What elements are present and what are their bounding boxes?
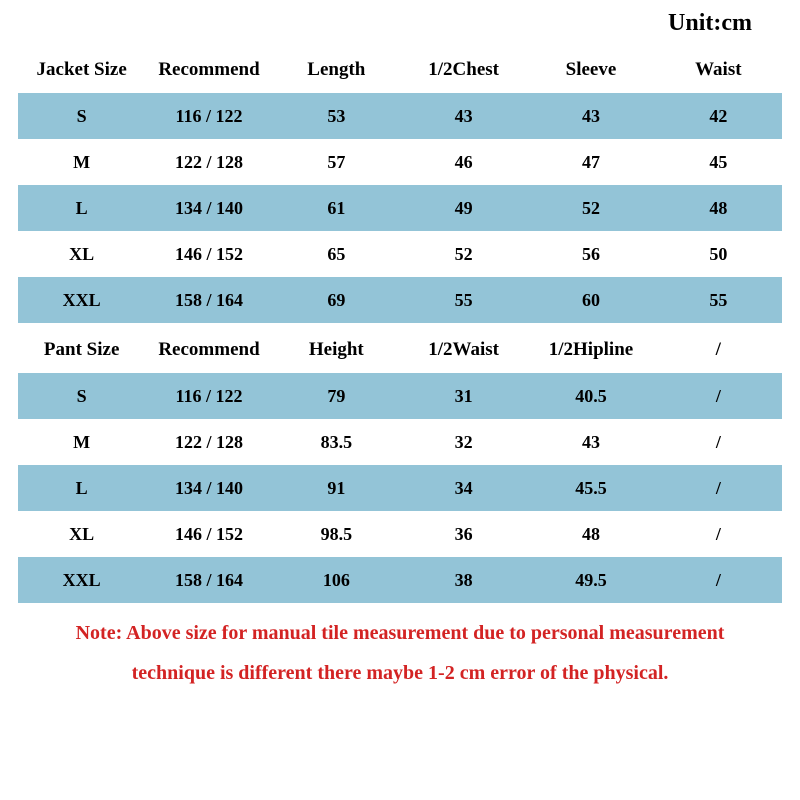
col-half-hipline: 1/2Hipline: [527, 327, 654, 373]
col-height: Height: [273, 327, 400, 373]
table-row: XL146 / 15265525650: [18, 231, 782, 277]
table-row: XXL158 / 16469556055: [18, 277, 782, 323]
size-chart-container: Unit:cm Jacket Size Recommend Length 1/2…: [0, 0, 800, 800]
table-row: S116 / 122793140.5/: [18, 373, 782, 419]
table-row: S116 / 12253434342: [18, 93, 782, 139]
table-row: M122 / 12883.53243/: [18, 419, 782, 465]
jacket-header-row: Jacket Size Recommend Length 1/2Chest Sl…: [18, 47, 782, 93]
pant-body: S116 / 122793140.5/ M122 / 12883.53243/ …: [18, 373, 782, 603]
unit-row: Unit:cm: [18, 10, 782, 47]
col-waist: Waist: [655, 47, 782, 93]
col-length: Length: [273, 47, 400, 93]
col-half-chest: 1/2Chest: [400, 47, 527, 93]
col-recommend: Recommend: [145, 327, 272, 373]
table-row: M122 / 12857464745: [18, 139, 782, 185]
table-row: L134 / 140913445.5/: [18, 465, 782, 511]
unit-label: Unit:cm: [668, 10, 752, 37]
measurement-note: Note: Above size for manual tile measure…: [18, 613, 782, 693]
jacket-body: S116 / 12253434342 M122 / 12857464745 L1…: [18, 93, 782, 323]
col-jacket-size: Jacket Size: [18, 47, 145, 93]
table-row: XL146 / 15298.53648/: [18, 511, 782, 557]
jacket-size-table: Jacket Size Recommend Length 1/2Chest Sl…: [18, 47, 782, 323]
col-sleeve: Sleeve: [527, 47, 654, 93]
table-row: L134 / 14061495248: [18, 185, 782, 231]
table-row: XXL158 / 1641063849.5/: [18, 557, 782, 603]
pant-size-table: Pant Size Recommend Height 1/2Waist 1/2H…: [18, 327, 782, 603]
col-pant-size: Pant Size: [18, 327, 145, 373]
col-empty: /: [655, 327, 782, 373]
col-recommend: Recommend: [145, 47, 272, 93]
pant-header-row: Pant Size Recommend Height 1/2Waist 1/2H…: [18, 327, 782, 373]
col-half-waist: 1/2Waist: [400, 327, 527, 373]
